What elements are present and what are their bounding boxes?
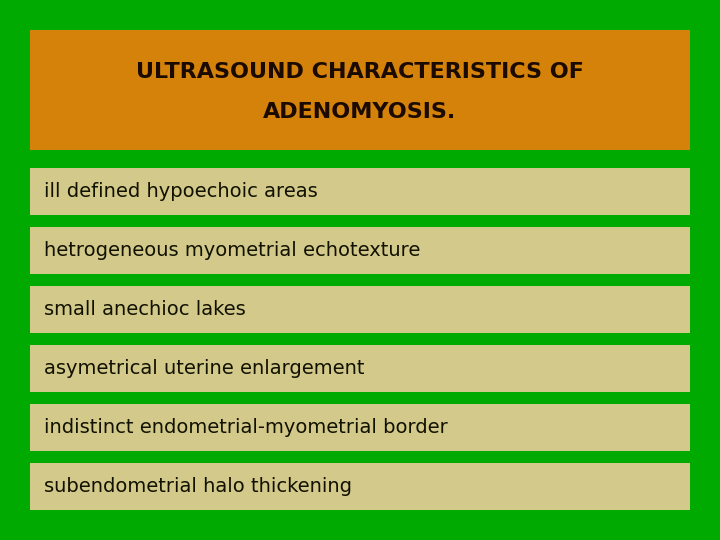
Bar	[30, 168, 690, 215]
Text: ULTRASOUND CHARACTERISTICS OF: ULTRASOUND CHARACTERISTICS OF	[136, 62, 584, 82]
Text: small anechioc lakes: small anechioc lakes	[44, 300, 246, 319]
Text: ADENOMYOSIS.: ADENOMYOSIS.	[264, 102, 456, 122]
Bar	[30, 286, 690, 333]
Bar	[30, 30, 690, 150]
Bar	[30, 227, 690, 274]
Text: subendometrial halo thickening: subendometrial halo thickening	[44, 477, 352, 496]
Text: hetrogeneous myometrial echotexture: hetrogeneous myometrial echotexture	[44, 241, 420, 260]
Text: ill defined hypoechoic areas: ill defined hypoechoic areas	[44, 182, 318, 201]
Text: asymetrical uterine enlargement: asymetrical uterine enlargement	[44, 359, 364, 378]
Bar	[30, 463, 690, 510]
Text: indistinct endometrial-myometrial border: indistinct endometrial-myometrial border	[44, 418, 448, 437]
Bar	[30, 404, 690, 451]
Bar	[30, 345, 690, 392]
